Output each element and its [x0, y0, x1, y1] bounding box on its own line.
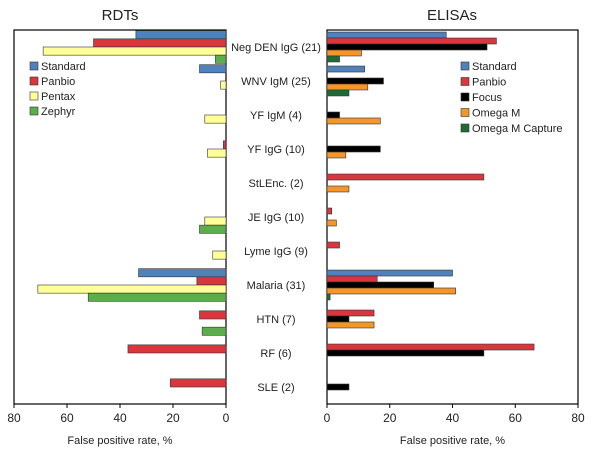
category-label: JE IgG (10)	[248, 212, 304, 224]
bar	[326, 89, 350, 97]
legend-swatch	[29, 61, 39, 71]
category-label: RF (6)	[260, 348, 291, 360]
bar	[326, 117, 381, 125]
bar	[212, 250, 227, 260]
bar	[326, 281, 434, 289]
panel-title: RDTs	[102, 7, 139, 24]
x-tick-label: 0	[324, 411, 331, 425]
bar	[42, 46, 227, 56]
bar	[326, 49, 362, 57]
bar	[196, 276, 227, 286]
legend-label: Omega M Capture	[472, 123, 562, 135]
bar	[204, 216, 227, 226]
bar	[326, 321, 375, 329]
category-label: SLE (2)	[257, 382, 294, 394]
category-label: HTN (7)	[256, 314, 295, 326]
legend-swatch	[460, 108, 470, 117]
x-tick-label: 20	[383, 411, 397, 425]
bar	[326, 55, 340, 63]
bar	[199, 224, 227, 234]
bar	[87, 292, 227, 302]
legend-swatch	[460, 77, 470, 86]
legend-swatch	[29, 76, 39, 86]
bar	[326, 65, 365, 73]
bar	[326, 315, 350, 323]
bar	[326, 293, 331, 301]
legend-label: Standard	[41, 61, 86, 73]
x-tick-label: 40	[113, 411, 127, 425]
bar	[199, 310, 227, 320]
bar	[93, 38, 227, 48]
x-axis-label: False positive rate, %	[400, 435, 505, 447]
bar	[127, 344, 227, 354]
legend-label: Panbio	[41, 76, 75, 88]
legend-swatch	[460, 92, 470, 102]
bar	[223, 140, 227, 150]
category-label: YF IgM (4)	[250, 110, 302, 122]
bar	[326, 383, 350, 391]
legend-label: Focus	[472, 92, 502, 104]
bar	[326, 37, 497, 45]
bar	[326, 269, 453, 277]
bar	[326, 207, 333, 215]
category-label: Neg DEN IgG (21)	[231, 42, 321, 54]
bar	[199, 64, 227, 74]
x-tick-label: 80	[7, 411, 21, 425]
legend-swatch	[29, 106, 39, 116]
bar	[204, 114, 227, 124]
legend-swatch	[460, 61, 470, 71]
bar	[326, 185, 350, 193]
bar	[326, 219, 337, 227]
bar	[326, 275, 378, 283]
bar	[326, 151, 347, 159]
bar	[326, 241, 340, 249]
x-tick-label: 60	[60, 411, 74, 425]
legend-label: Zephyr	[41, 106, 76, 118]
category-label: YF IgG (10)	[247, 144, 304, 156]
bar	[170, 378, 227, 388]
legend-label: Panbio	[472, 77, 506, 89]
bar	[326, 287, 456, 295]
bar	[326, 31, 447, 39]
bar	[326, 83, 369, 91]
bar	[220, 80, 227, 90]
panel-title: ELISAs	[427, 7, 477, 24]
legend-label: Pentax	[41, 91, 76, 103]
category-label: Malaria (31)	[247, 280, 306, 292]
x-tick-label: 0	[223, 411, 230, 425]
category-label: WNV IgM (25)	[241, 76, 311, 88]
category-label: Lyme IgG (9)	[244, 246, 308, 258]
x-tick-label: 80	[571, 411, 585, 425]
bar	[326, 111, 340, 119]
x-tick-label: 40	[446, 411, 460, 425]
bar	[37, 284, 227, 294]
x-tick-label: 20	[166, 411, 180, 425]
bar	[326, 309, 375, 317]
bar	[138, 268, 227, 278]
bar	[135, 30, 227, 40]
legend-label: Standard	[472, 61, 517, 73]
bar	[326, 43, 488, 51]
legend-label: Omega M	[472, 108, 520, 120]
bar	[326, 173, 485, 181]
bar	[215, 54, 227, 64]
bar	[201, 326, 227, 336]
bar	[326, 77, 384, 85]
x-axis-label: False positive rate, %	[67, 435, 172, 447]
bar	[326, 349, 485, 357]
x-tick-label: 60	[509, 411, 523, 425]
legend-swatch	[460, 123, 470, 133]
bar	[326, 145, 381, 153]
bar	[207, 148, 227, 158]
category-label: StLEnc. (2)	[248, 178, 303, 190]
bar	[326, 343, 535, 351]
legend-swatch	[29, 91, 39, 101]
